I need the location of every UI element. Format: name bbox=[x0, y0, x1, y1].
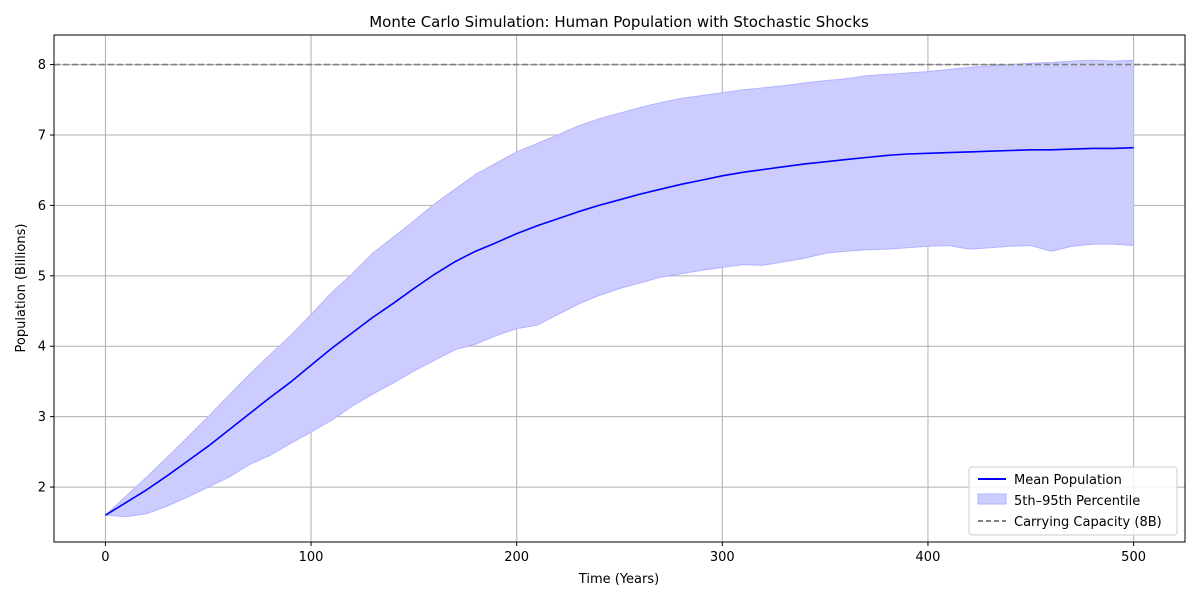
chart-legend: Mean Population 5th–95th Percentile Carr… bbox=[968, 466, 1178, 536]
mean-population-line bbox=[104, 146, 1134, 516]
y-tick-label: 5 bbox=[38, 269, 46, 284]
y-axis-ticks: 2 3 4 5 6 7 8 bbox=[38, 58, 54, 496]
y-tick-label: 4 bbox=[38, 340, 46, 355]
y-tick-label: 6 bbox=[38, 199, 46, 214]
mean-line-layer bbox=[104, 146, 1134, 516]
x-tick-label: 300 bbox=[710, 550, 735, 565]
x-tick-label: 100 bbox=[299, 550, 324, 565]
percentile-band bbox=[104, 59, 1135, 518]
x-tick-label: 400 bbox=[916, 550, 941, 565]
chart-title: Monte Carlo Simulation: Human Population… bbox=[369, 13, 869, 31]
x-tick-label: 0 bbox=[101, 550, 109, 565]
legend-capacity-label: Carrying Capacity (8B) bbox=[1014, 515, 1162, 530]
y-axis-label: Population (Billions) bbox=[14, 224, 29, 353]
x-axis-ticks: 0 100 200 300 400 500 bbox=[101, 542, 1146, 565]
x-tick-label: 200 bbox=[504, 550, 529, 565]
legend-mean-label: Mean Population bbox=[1014, 473, 1122, 488]
legend-band-swatch bbox=[977, 493, 1007, 505]
y-tick-label: 8 bbox=[38, 58, 46, 73]
legend-band-label: 5th–95th Percentile bbox=[1014, 494, 1140, 509]
y-tick-label: 2 bbox=[38, 481, 46, 496]
y-tick-label: 7 bbox=[38, 128, 46, 143]
x-tick-label: 500 bbox=[1121, 550, 1146, 565]
x-axis-label: Time (Years) bbox=[578, 572, 659, 587]
y-tick-label: 3 bbox=[38, 410, 46, 425]
legend-box bbox=[968, 466, 1178, 536]
percentile-band-layer bbox=[104, 59, 1135, 518]
plot-area-frame bbox=[53, 34, 1186, 543]
